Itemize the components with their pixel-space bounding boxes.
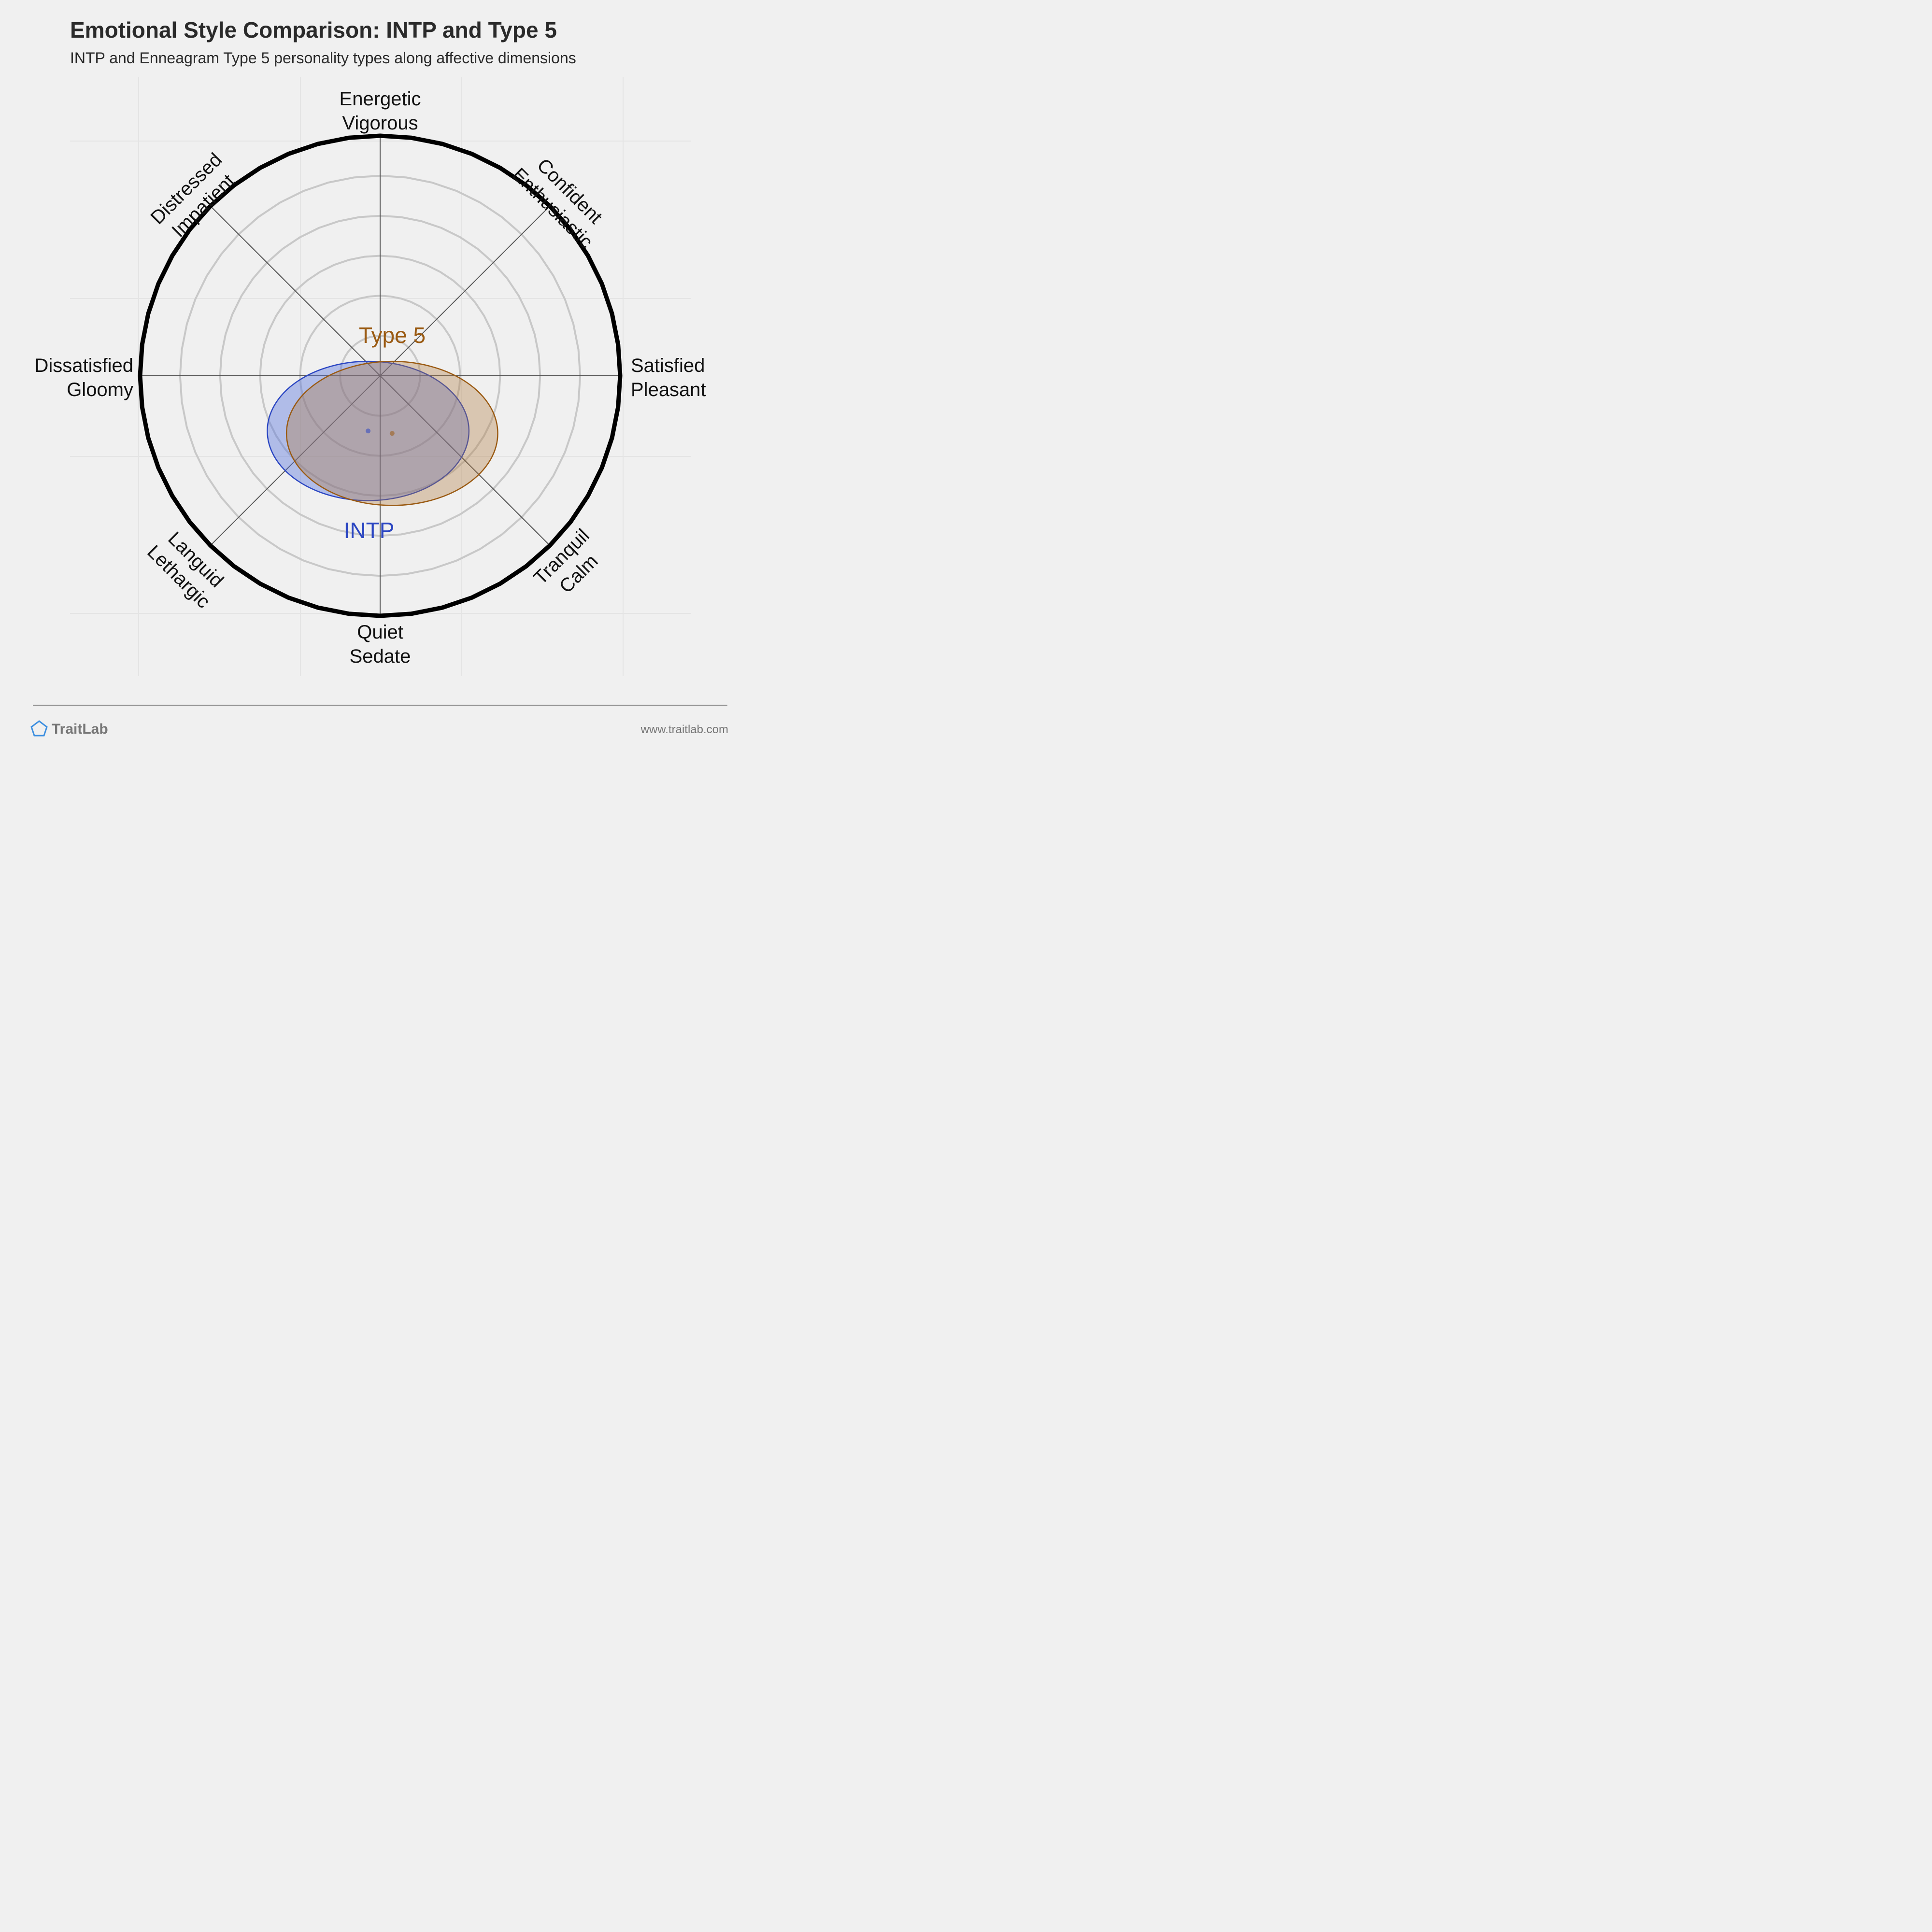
axis-label-line1: Satisfied xyxy=(631,355,705,376)
axis-label-line1: Quiet xyxy=(357,622,403,643)
axis-label-line2: Gloomy xyxy=(67,379,133,400)
series-point-type-5 xyxy=(389,431,395,436)
axis-label-bottom: Quiet Sedate xyxy=(350,622,411,667)
series-label-intp: INTP xyxy=(344,518,395,543)
axis-spokes xyxy=(140,136,620,616)
axis-label-line1: Energetic xyxy=(340,88,421,110)
axis-label-line2: Pleasant xyxy=(631,379,706,400)
series-ellipses xyxy=(267,360,498,506)
footer-url: www.traitlab.com xyxy=(640,723,728,736)
footer-brand: TraitLab xyxy=(52,721,108,737)
axis-label-top: Energetic Vigorous xyxy=(340,88,421,134)
chart-subtitle: INTP and Enneagram Type 5 personality ty… xyxy=(70,49,576,67)
axis-label-right: Satisfied Pleasant xyxy=(631,355,706,400)
series-labels: INTP Type 5 xyxy=(344,323,426,543)
chart: Emotional Style Comparison: INTP and Typ… xyxy=(30,17,728,737)
axis-label-line1: Dissatisfied xyxy=(34,355,133,376)
axis-diagonal-2 xyxy=(210,205,551,546)
pentagon-icon xyxy=(30,720,48,737)
series-label-type-5: Type 5 xyxy=(359,323,426,348)
outer-boundary xyxy=(138,133,623,618)
axis-label-left: Dissatisfied Gloomy xyxy=(34,355,133,400)
chart-title: Emotional Style Comparison: INTP and Typ… xyxy=(70,17,557,43)
outer-ring xyxy=(138,133,623,618)
series-point-intp xyxy=(366,428,371,434)
axis-label-line2: Sedate xyxy=(350,646,411,667)
axis-label-line2: Vigorous xyxy=(342,113,418,134)
